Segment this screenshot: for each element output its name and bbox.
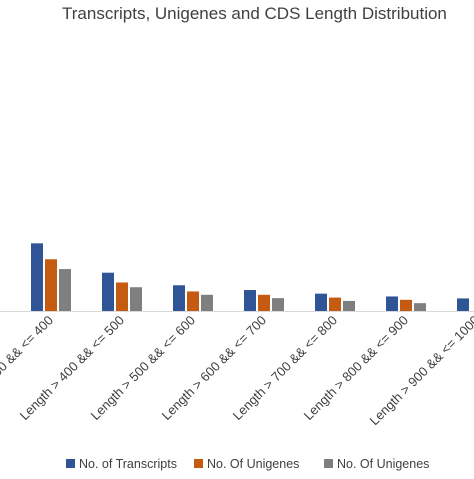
- legend-swatch-1: [66, 459, 75, 468]
- bar-no-of-transcripts-1-3: [102, 272, 114, 311]
- chart-title: Transcripts, Unigenes and CDS Length Dis…: [62, 4, 447, 23]
- bar-no-of-unigenes-2-2: [45, 259, 57, 311]
- bar-no-of-unigenes-3-4: [201, 294, 213, 311]
- bar-no-of-unigenes-3-7: [414, 303, 426, 311]
- legend-label-2: No. Of Unigenes: [207, 457, 299, 471]
- bar-no-of-unigenes-3-3: [130, 287, 142, 311]
- bar-no-of-unigenes-2-7: [400, 299, 412, 311]
- legend-swatch-2: [194, 459, 203, 468]
- legend-label-3: No. Of Unigenes: [337, 457, 429, 471]
- legend-swatch-3: [324, 459, 333, 468]
- bar-no-of-unigenes-2-4: [187, 291, 199, 311]
- bar-no-of-transcripts-1-8: [457, 298, 469, 311]
- legend-label-1: No. of Transcripts: [79, 457, 177, 471]
- bars-group: [31, 243, 469, 311]
- x-tick-labels: Length > 200 && <= 300Length > 300 && <=…: [0, 313, 474, 429]
- bar-no-of-unigenes-2-3: [116, 282, 128, 311]
- bar-no-of-unigenes-3-6: [343, 300, 355, 311]
- bar-no-of-unigenes-2-6: [329, 297, 341, 311]
- bar-no-of-transcripts-1-2: [31, 243, 43, 311]
- bar-no-of-unigenes-3-2: [59, 269, 71, 311]
- bar-no-of-transcripts-1-7: [386, 296, 398, 311]
- bar-no-of-transcripts-1-6: [315, 293, 327, 311]
- bar-no-of-transcripts-1-5: [244, 290, 256, 311]
- bar-no-of-unigenes-2-5: [258, 294, 270, 311]
- legend: No. of Transcripts No. Of Unigenes No. Of …: [66, 457, 429, 471]
- bar-no-of-transcripts-1-4: [173, 285, 185, 311]
- bar-no-of-unigenes-3-5: [272, 298, 284, 311]
